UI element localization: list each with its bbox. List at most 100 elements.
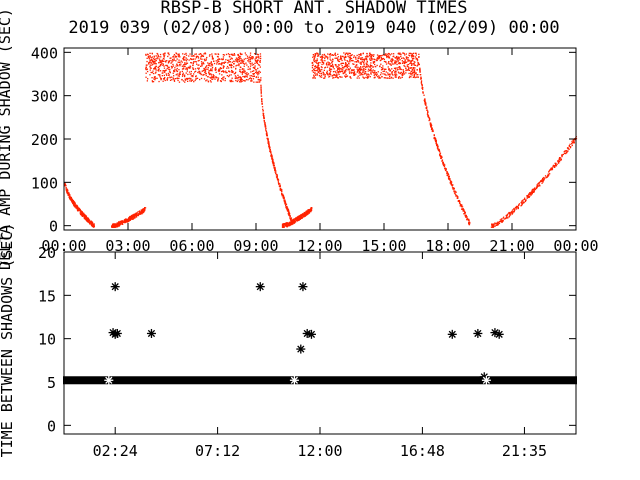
top-point	[390, 60, 393, 63]
top-point	[462, 208, 464, 211]
top-point	[300, 215, 302, 217]
top-point	[388, 52, 390, 55]
top-point	[161, 75, 163, 77]
top-point	[363, 60, 366, 62]
top-point	[324, 66, 327, 68]
top-point	[316, 60, 318, 62]
top-point	[212, 58, 214, 60]
top-point	[363, 77, 365, 79]
top-point	[437, 145, 439, 147]
top-point	[182, 80, 185, 82]
top-point	[261, 99, 263, 101]
top-point	[285, 203, 288, 205]
top-point	[87, 217, 89, 219]
top-point	[85, 218, 87, 220]
top-point	[121, 220, 123, 223]
top-point	[221, 58, 223, 61]
top-point	[462, 208, 464, 210]
top-point	[451, 187, 454, 189]
top-point	[345, 75, 347, 78]
top-point	[148, 56, 150, 58]
top-point	[345, 63, 347, 65]
top-point	[324, 77, 326, 79]
top-point	[370, 55, 373, 57]
top-segment-4	[281, 207, 313, 228]
top-point	[320, 72, 323, 74]
top-point	[162, 72, 164, 74]
top-point	[337, 65, 339, 68]
top-point	[200, 61, 203, 63]
top-point	[202, 62, 205, 65]
top-point	[178, 59, 180, 61]
top-point	[233, 53, 235, 55]
top-point	[345, 65, 347, 68]
top-point	[398, 63, 400, 65]
top-point	[389, 69, 391, 71]
top-point	[498, 221, 500, 223]
top-point	[245, 73, 247, 75]
top-point	[194, 71, 196, 73]
top-point	[398, 76, 401, 78]
top-point	[491, 223, 493, 225]
top-point	[179, 61, 181, 63]
top-point	[379, 77, 382, 79]
top-point	[376, 54, 379, 56]
top-point	[285, 204, 287, 206]
top-point	[214, 69, 216, 71]
top-point	[373, 71, 375, 73]
top-point	[298, 217, 300, 220]
top-point	[267, 139, 269, 141]
top-point	[416, 69, 418, 71]
top-point	[182, 57, 185, 59]
top-point	[307, 211, 309, 213]
top-point	[499, 219, 501, 221]
top-point	[390, 58, 392, 60]
top-point	[376, 64, 378, 67]
top-point	[210, 81, 212, 83]
top-point	[461, 205, 463, 207]
top-point	[431, 124, 433, 127]
top-point	[285, 222, 287, 224]
top-point	[169, 68, 171, 71]
top-point	[246, 76, 248, 78]
top-point	[353, 74, 355, 76]
top-point	[211, 76, 213, 78]
top-point	[204, 53, 207, 55]
top-point	[371, 59, 373, 61]
top-point	[396, 67, 398, 69]
top-point	[291, 220, 293, 222]
top-point	[240, 78, 242, 80]
top-point	[151, 64, 153, 66]
top-point	[418, 56, 420, 58]
top-point	[317, 71, 319, 73]
top-point	[531, 190, 534, 192]
top-point	[506, 214, 508, 216]
top-point	[249, 65, 252, 67]
top-point	[318, 69, 320, 71]
top-point	[284, 223, 286, 225]
top-point	[301, 216, 304, 218]
top-point	[531, 193, 533, 195]
top-point	[250, 57, 252, 59]
top-point	[260, 77, 262, 79]
top-point	[88, 218, 90, 220]
top-point	[422, 92, 424, 94]
top-point	[173, 80, 176, 82]
top-point	[115, 225, 117, 228]
top-point	[150, 62, 152, 64]
top-point	[388, 61, 390, 63]
top-point	[169, 79, 172, 81]
top-point	[273, 164, 275, 166]
top-point	[336, 66, 338, 68]
top-point	[335, 54, 337, 57]
top-point	[165, 64, 167, 67]
top-point	[228, 56, 231, 58]
top-point	[378, 77, 380, 79]
top-point	[554, 166, 556, 168]
top-point	[184, 65, 186, 68]
top-point	[439, 154, 441, 156]
bottom-point	[110, 282, 120, 292]
top-point	[337, 77, 339, 79]
top-point	[317, 54, 319, 56]
top-point	[254, 62, 256, 64]
